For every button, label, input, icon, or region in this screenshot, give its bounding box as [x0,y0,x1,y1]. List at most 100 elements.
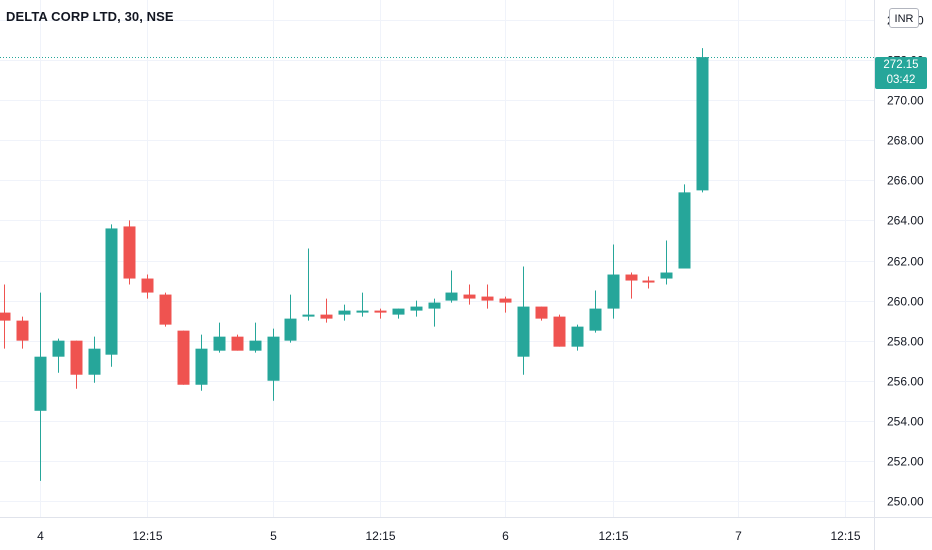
candle-body [499,298,512,303]
candle-body [589,308,602,331]
price-tick-label: 264.00 [887,214,924,228]
time-tick-label: 12:15 [598,529,628,543]
candle-up [213,322,226,353]
candle-body [141,278,154,293]
last-price-value: 272.15 [883,59,919,71]
candle-down [481,284,494,309]
candle-body [195,348,208,385]
candle-down [553,314,566,347]
candle-up [445,270,458,303]
candle-down [642,276,655,289]
candle-down [463,284,476,305]
candle-body [320,314,333,319]
candle-body [267,336,280,381]
candle-body [159,294,172,325]
time-tick-label: 12:15 [132,529,162,543]
candle-down [123,220,136,285]
candle-down [374,308,387,319]
time-axis[interactable]: 4 12:15 5 12:15 6 12:15 7 12:15 [37,529,861,543]
price-tick-label: 258.00 [887,335,924,349]
candle-body [410,306,423,311]
candle-body [0,312,11,321]
price-tick-label: 262.00 [887,255,924,269]
candle-up [34,292,47,481]
candle-body [338,310,351,315]
candle-up [105,224,118,367]
price-tick-label: 268.00 [887,134,924,148]
candle-body [177,330,190,385]
candle-down [141,274,154,299]
candle-body [34,356,47,411]
price-tick-label: 270.00 [887,94,924,108]
candle-up [392,308,405,319]
candle-body [553,316,566,347]
candle-body [660,272,673,279]
candle-series [0,48,709,481]
candle-body [302,314,315,317]
candle-down [625,272,638,299]
candle-up [88,336,101,383]
candle-up [338,304,351,321]
candle-body [70,340,83,375]
candle-up [284,294,297,343]
time-tick-label: 4 [37,529,44,543]
candle-body [52,340,65,357]
candle-down [177,330,190,385]
candle-body [231,336,244,351]
candle-up [267,328,280,401]
price-tick-label: 266.00 [887,174,924,188]
price-tick-label: 260.00 [887,295,924,309]
candle-body [571,326,584,347]
time-tick-label: 5 [270,529,277,543]
candle-body [105,228,118,355]
candle-down [16,316,29,349]
time-tick-label: 7 [735,529,742,543]
bar-countdown: 03:42 [886,74,916,86]
candle-up [696,48,709,193]
candle-up [660,240,673,285]
currency-button[interactable]: INR [889,8,919,28]
price-tick-label: 252.00 [887,455,924,469]
candle-body [517,306,530,357]
candle-body [642,280,655,283]
candle-body [374,310,387,313]
last-price-badge: 272.15 03:42 [875,57,927,89]
candle-body [678,192,691,269]
candle-body [625,274,638,281]
candle-up [678,184,691,269]
candle-body [213,336,226,351]
candle-down [535,306,548,321]
candle-body [696,57,709,191]
candle-body [481,296,494,301]
candle-body [16,320,29,341]
candle-body [535,306,548,319]
candle-body [123,226,136,279]
candle-up [589,290,602,333]
candle-up [249,322,262,353]
candle-body [445,292,458,301]
price-tick-label: 254.00 [887,415,924,429]
candle-body [428,302,441,309]
candle-body [356,310,369,313]
candle-down [159,292,172,327]
candle-body [284,318,297,341]
candle-up [302,248,315,321]
candle-up [517,266,530,375]
candle-down [70,340,83,389]
candle-down [320,298,333,323]
candle-up [195,334,208,391]
candle-down [231,334,244,351]
symbol-title[interactable]: DELTA CORP LTD, 30, NSE [6,9,174,24]
time-tick-label: 12:15 [830,529,860,543]
price-tick-label: 256.00 [887,375,924,389]
candle-up [428,298,441,327]
price-tick-label: 250.00 [887,495,924,509]
time-tick-label: 6 [502,529,509,543]
candle-up [356,292,369,317]
candle-body [88,348,101,375]
candle-body [463,294,476,299]
candle-body [249,340,262,351]
candle-up [410,300,423,317]
